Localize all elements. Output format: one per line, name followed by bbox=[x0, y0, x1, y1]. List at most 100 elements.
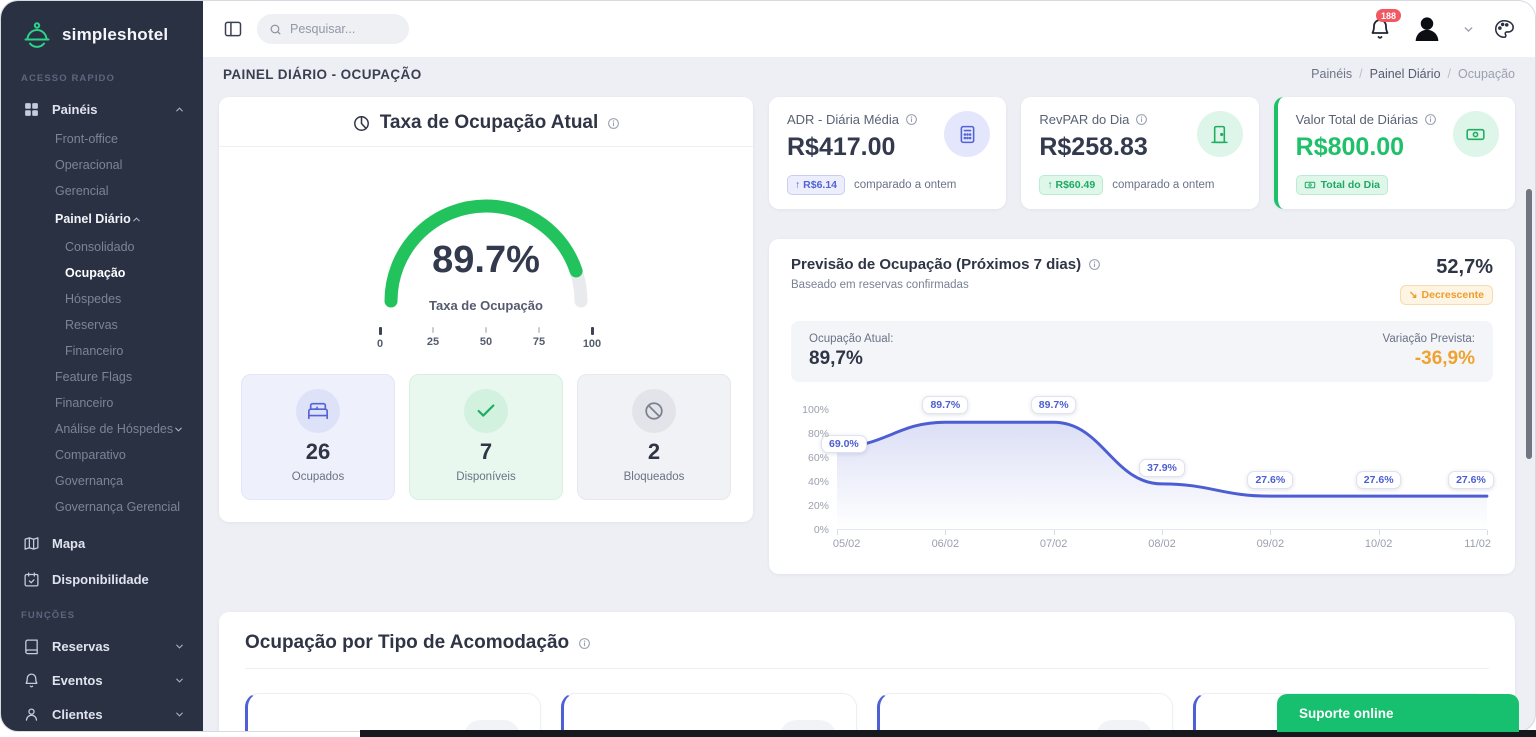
sidebar-item-label: Mapa bbox=[52, 535, 86, 551]
sidebar-toggle-icon[interactable] bbox=[223, 19, 243, 39]
sidebar-item-analise-hospedes[interactable]: Análise de Hóspedes bbox=[1, 416, 203, 442]
stat-blocked: 2 Bloqueados bbox=[577, 374, 731, 500]
check-icon bbox=[464, 389, 508, 433]
sidebar-item-disponibilidade[interactable]: Disponibilidade bbox=[1, 562, 203, 596]
sidebar-item-consolidado[interactable]: Consolidado bbox=[65, 240, 135, 254]
brand-logo[interactable]: simpleshotel bbox=[1, 11, 203, 63]
data-point-label: 27.6% bbox=[1247, 470, 1294, 489]
forecast-summary-strip: Ocupação Atual: 89,7% Variação Prevista:… bbox=[791, 321, 1493, 382]
kpi-total-value: R$800.00 bbox=[1295, 133, 1405, 161]
chevron-up-icon bbox=[131, 214, 142, 225]
search-input[interactable] bbox=[290, 22, 390, 36]
chevron-down-icon bbox=[173, 424, 184, 435]
ban-icon bbox=[632, 389, 676, 433]
data-point-label: 89.7% bbox=[922, 396, 969, 415]
sidebar-item-label: Disponibilidade bbox=[52, 571, 149, 587]
search-box[interactable] bbox=[257, 14, 409, 44]
sidebar-item-governanca[interactable]: Governança bbox=[55, 474, 124, 488]
x-axis-label: 05/02 bbox=[832, 538, 861, 550]
x-axis-label: 09/02 bbox=[1256, 538, 1285, 550]
forecast-chart-plot: 69.0% 05/02 89.7% 06/02 89.7% 07/02 37.9% 08/02… bbox=[820, 396, 1494, 550]
stat-available-label: Disponíveis bbox=[456, 471, 516, 483]
calculator-icon bbox=[944, 111, 991, 157]
info-icon[interactable] bbox=[607, 117, 620, 130]
sidebar-item-painel-diario[interactable]: Painel Diário bbox=[1, 204, 203, 234]
info-icon[interactable] bbox=[1088, 258, 1101, 271]
sidebar-item-financeiro-sub[interactable]: Financeiro bbox=[65, 344, 124, 358]
content: Taxa de Ocupação Atual 89.7% Taxa de Ocu… bbox=[203, 91, 1535, 731]
sidebar-section-quick: ACESSO RAPIDO bbox=[21, 73, 116, 84]
breadcrumb-separator: / bbox=[1359, 67, 1363, 81]
kpi-total-title: Valor Total de Diárias bbox=[1295, 112, 1419, 127]
breadcrumb: Painéis / Painel Diário / Ocupação bbox=[1311, 67, 1515, 81]
x-axis-tick bbox=[1487, 530, 1488, 535]
avatar[interactable] bbox=[1410, 12, 1444, 46]
sidebar-item-ocupacao[interactable]: Ocupação bbox=[65, 266, 126, 280]
sidebar-item-label: Painéis bbox=[52, 101, 98, 117]
sidebar-item-hospedes[interactable]: Hóspedes bbox=[65, 292, 122, 306]
type-standard-label: Standard bbox=[268, 729, 329, 732]
sidebar-item-governanca-gerencial[interactable]: Governança Gerencial bbox=[55, 500, 181, 514]
chevron-down-icon bbox=[174, 675, 185, 686]
stat-occupied-value: 26 bbox=[305, 439, 331, 464]
type-standard: Standard 75% bbox=[245, 693, 541, 731]
forecast-title: Previsão de Ocupação (Próximos 7 dias) bbox=[791, 256, 1082, 273]
eventos-icon bbox=[23, 672, 40, 689]
x-axis-tick bbox=[1378, 530, 1380, 535]
breadcrumb-paineis[interactable]: Painéis bbox=[1311, 67, 1353, 81]
x-axis-label: 10/02 bbox=[1364, 538, 1393, 550]
forecast-current-label: Ocupação Atual: bbox=[809, 333, 894, 345]
forecast-subtitle: Baseado em reservas confirmadas bbox=[791, 279, 969, 291]
sidebar-item-reservas-sub[interactable]: Reservas bbox=[65, 318, 118, 332]
info-icon[interactable] bbox=[1135, 113, 1148, 126]
user-icon bbox=[23, 706, 40, 723]
notifications-count-badge: 188 bbox=[1376, 9, 1402, 22]
trend-down-icon: ↘ bbox=[1408, 289, 1418, 301]
y-axis-label: 80% bbox=[807, 428, 829, 440]
kpi-revpar-card: RevPAR do Dia R$258.83 ↑ R$60.49 compara… bbox=[1021, 97, 1259, 209]
forecast-chart: 69.0% 05/02 89.7% 06/02 89.7% 07/02 37.9% 08/02… bbox=[791, 396, 1494, 560]
sidebar-item-comparativo[interactable]: Comparativo bbox=[55, 448, 126, 462]
kpi-revpar-value: R$258.83 bbox=[1039, 133, 1148, 161]
notifications-bell-icon[interactable]: 188 bbox=[1368, 9, 1402, 41]
kpi-revpar-delta-badge: ↑ R$60.49 bbox=[1039, 175, 1104, 195]
sidebar-item-eventos[interactable]: Eventos bbox=[1, 663, 203, 697]
y-axis-label: 20% bbox=[807, 500, 829, 512]
x-axis-label: 07/02 bbox=[1039, 538, 1068, 550]
stat-blocked-label: Bloqueados bbox=[623, 471, 685, 483]
sidebar-item-mapa[interactable]: Mapa bbox=[1, 526, 203, 560]
stat-occupied: 26 Ocupados bbox=[241, 374, 395, 500]
support-online-button[interactable]: Suporte online bbox=[1277, 694, 1519, 732]
sidebar-item-financeiro[interactable]: Financeiro bbox=[55, 396, 114, 410]
sidebar-item-paineis[interactable]: Painéis bbox=[1, 92, 203, 126]
scrollbar-thumb[interactable] bbox=[1526, 189, 1532, 459]
data-point-label: 69.0% bbox=[820, 435, 867, 454]
type-superior: Superior 90% bbox=[561, 693, 857, 731]
type-luxo: Luxo 60% bbox=[877, 693, 1173, 731]
sidebar-item-label: Painel Diário bbox=[55, 212, 131, 226]
kpi-total-card: Valor Total de Diárias R$800.00 Total bbox=[1273, 97, 1515, 209]
sidebar-item-reservas[interactable]: Reservas bbox=[1, 629, 203, 663]
theme-palette-icon[interactable] bbox=[1493, 18, 1515, 40]
chevron-up-icon bbox=[174, 104, 185, 115]
bed-icon bbox=[296, 389, 340, 433]
type-suite-label: Suíte bbox=[1216, 729, 1250, 732]
sidebar-item-feature-flags[interactable]: Feature Flags bbox=[55, 370, 133, 384]
stat-blocked-value: 2 bbox=[647, 439, 661, 464]
info-icon[interactable] bbox=[1424, 113, 1437, 126]
breadcrumb-painel-diario[interactable]: Painel Diário bbox=[1369, 67, 1441, 81]
sidebar-item-clientes[interactable]: Clientes bbox=[1, 697, 203, 731]
sidebar-item-front-office[interactable]: Front-office bbox=[55, 132, 118, 146]
sidebar-item-operacional[interactable]: Operacional bbox=[55, 158, 123, 172]
info-icon[interactable] bbox=[578, 637, 591, 650]
stat-available: 7 Disponíveis bbox=[409, 374, 563, 500]
forecast-headline-value: 52,7% bbox=[1436, 256, 1493, 278]
x-axis-tick bbox=[1270, 530, 1272, 535]
forecast-trend-label: Decrescente bbox=[1421, 289, 1484, 301]
sidebar-item-label: Eventos bbox=[52, 672, 103, 688]
kpi-adr-delta-badge: ↑ R$6.14 bbox=[787, 175, 846, 195]
sidebar-item-gerencial[interactable]: Gerencial bbox=[55, 184, 109, 198]
chevron-down-icon[interactable] bbox=[1462, 23, 1475, 36]
forecast-card: Previsão de Ocupação (Próximos 7 dias) B… bbox=[769, 239, 1515, 574]
info-icon[interactable] bbox=[905, 113, 918, 126]
